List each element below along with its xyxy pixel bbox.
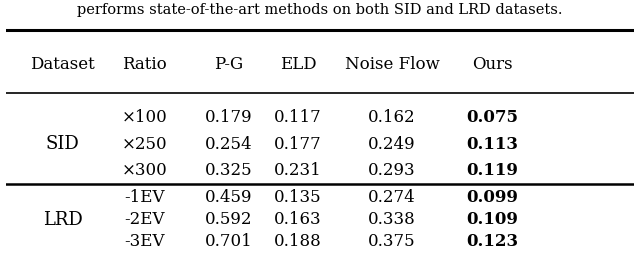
Text: Ours: Ours [472,56,513,73]
Text: performs state-of-the-art methods on both SID and LRD datasets.: performs state-of-the-art methods on bot… [77,3,563,17]
Text: 0.119: 0.119 [467,163,518,179]
Text: 0.109: 0.109 [467,211,518,228]
Text: 0.177: 0.177 [274,135,322,153]
Text: LRD: LRD [43,211,83,229]
Text: Noise Flow: Noise Flow [345,56,440,73]
Text: 0.117: 0.117 [274,109,322,126]
Text: 0.592: 0.592 [205,211,253,228]
Text: 0.254: 0.254 [205,135,253,153]
Text: ×250: ×250 [122,135,167,153]
Text: ELD: ELD [280,56,316,73]
Text: 0.179: 0.179 [205,109,253,126]
Text: 0.163: 0.163 [274,211,322,228]
Text: 0.113: 0.113 [467,135,518,153]
Text: 0.099: 0.099 [467,189,518,206]
Text: P-G: P-G [214,56,244,73]
Text: 0.338: 0.338 [368,211,416,228]
Text: 0.293: 0.293 [368,163,416,179]
Text: Ratio: Ratio [122,56,167,73]
Text: SID: SID [46,135,80,153]
Text: 0.123: 0.123 [467,233,518,250]
Text: -1EV: -1EV [124,189,164,206]
Text: -3EV: -3EV [124,233,164,250]
Text: -2EV: -2EV [124,211,164,228]
Text: 0.701: 0.701 [205,233,253,250]
Text: 0.459: 0.459 [205,189,253,206]
Text: ×300: ×300 [122,163,167,179]
Text: 0.162: 0.162 [368,109,416,126]
Text: 0.231: 0.231 [274,163,322,179]
Text: ×100: ×100 [122,109,167,126]
Text: 0.325: 0.325 [205,163,253,179]
Text: Dataset: Dataset [31,56,95,73]
Text: 0.375: 0.375 [368,233,416,250]
Text: 0.249: 0.249 [368,135,416,153]
Text: 0.274: 0.274 [368,189,416,206]
Text: 0.075: 0.075 [467,109,518,126]
Text: 0.135: 0.135 [274,189,322,206]
Text: 0.188: 0.188 [274,233,322,250]
